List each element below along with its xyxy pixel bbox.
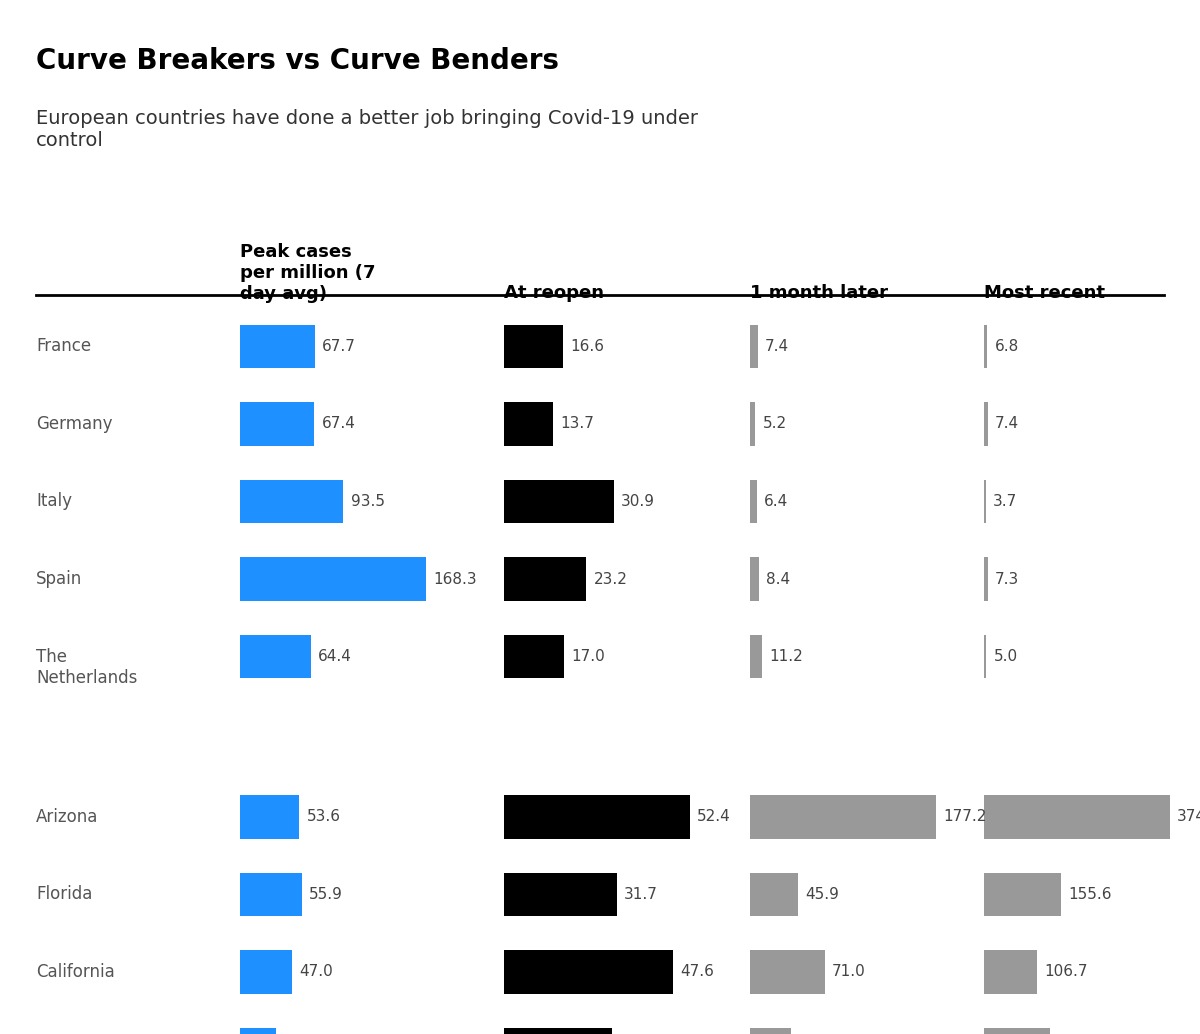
Text: 30.9: 30.9: [620, 494, 655, 509]
Bar: [504, 402, 553, 446]
Text: 93.5: 93.5: [350, 494, 384, 509]
Text: 64.4: 64.4: [318, 649, 353, 664]
Bar: [240, 557, 426, 601]
Text: Most recent: Most recent: [984, 284, 1105, 302]
Text: 47.6: 47.6: [680, 965, 714, 979]
Text: 7.3: 7.3: [995, 572, 1019, 586]
Text: 23.2: 23.2: [594, 572, 628, 586]
Text: California: California: [36, 963, 115, 981]
Text: 47.0: 47.0: [299, 965, 332, 979]
Text: Arizona: Arizona: [36, 808, 98, 826]
Text: Germany: Germany: [36, 415, 113, 433]
Text: 52.4: 52.4: [697, 810, 731, 824]
Text: 8.4: 8.4: [766, 572, 790, 586]
Bar: [504, 557, 587, 601]
Bar: [504, 795, 690, 839]
Bar: [750, 557, 758, 601]
Bar: [984, 873, 1061, 916]
Text: 106.7: 106.7: [1044, 965, 1087, 979]
Text: 6.4: 6.4: [764, 494, 788, 509]
Bar: [240, 1028, 276, 1034]
Text: Curve Breakers vs Curve Benders: Curve Breakers vs Curve Benders: [36, 47, 559, 74]
Bar: [750, 402, 756, 446]
Bar: [750, 635, 762, 678]
Bar: [984, 1028, 1050, 1034]
Bar: [750, 480, 757, 523]
Text: Italy: Italy: [36, 492, 72, 511]
Bar: [240, 635, 311, 678]
Bar: [504, 480, 613, 523]
Text: Spain: Spain: [36, 570, 83, 588]
Bar: [504, 1028, 612, 1034]
Bar: [750, 873, 798, 916]
Text: European countries have done a better job bringing Covid-19 under
control: European countries have done a better jo…: [36, 109, 698, 150]
Text: 31.7: 31.7: [624, 887, 658, 902]
Text: 16.6: 16.6: [570, 339, 604, 354]
Text: 13.7: 13.7: [560, 417, 594, 431]
Text: 3.7: 3.7: [994, 494, 1018, 509]
Bar: [750, 325, 757, 368]
Text: 374.5: 374.5: [1177, 810, 1200, 824]
Bar: [750, 795, 936, 839]
Bar: [504, 950, 673, 994]
Text: France: France: [36, 337, 91, 356]
Bar: [504, 873, 617, 916]
Text: 7.4: 7.4: [995, 417, 1019, 431]
Bar: [504, 635, 564, 678]
Text: 67.7: 67.7: [322, 339, 356, 354]
Bar: [240, 480, 343, 523]
Bar: [240, 873, 301, 916]
Text: 1 month later: 1 month later: [750, 284, 888, 302]
Text: 168.3: 168.3: [433, 572, 476, 586]
Text: Peak cases
per million (7
day avg): Peak cases per million (7 day avg): [240, 243, 376, 303]
Text: 67.4: 67.4: [322, 417, 355, 431]
Text: The
Netherlands: The Netherlands: [36, 648, 137, 688]
Bar: [984, 795, 1170, 839]
Text: 71.0: 71.0: [832, 965, 865, 979]
Bar: [504, 325, 563, 368]
Bar: [750, 950, 824, 994]
Text: 177.2: 177.2: [943, 810, 986, 824]
Bar: [240, 795, 299, 839]
Bar: [984, 480, 986, 523]
Bar: [240, 325, 314, 368]
Bar: [984, 325, 988, 368]
Text: Florida: Florida: [36, 885, 92, 904]
Bar: [984, 635, 986, 678]
Text: 7.4: 7.4: [764, 339, 790, 354]
Text: 5.0: 5.0: [994, 649, 1018, 664]
Bar: [240, 950, 292, 994]
Bar: [240, 402, 314, 446]
Text: 17.0: 17.0: [571, 649, 605, 664]
Text: 11.2: 11.2: [769, 649, 803, 664]
Text: 5.2: 5.2: [763, 417, 787, 431]
Text: 55.9: 55.9: [308, 887, 343, 902]
Text: 6.8: 6.8: [995, 339, 1019, 354]
Text: 155.6: 155.6: [1068, 887, 1112, 902]
Text: At reopen: At reopen: [504, 284, 604, 302]
Text: 45.9: 45.9: [805, 887, 839, 902]
Text: 53.6: 53.6: [306, 810, 341, 824]
Bar: [984, 950, 1037, 994]
Bar: [750, 1028, 791, 1034]
Bar: [984, 402, 988, 446]
Bar: [984, 557, 988, 601]
